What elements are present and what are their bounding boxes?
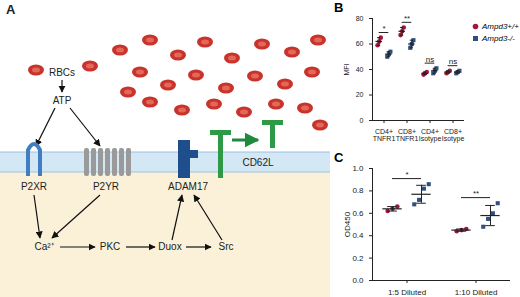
svg-text:*: *: [382, 24, 385, 33]
svg-text:CD8+Isotype: CD8+Isotype: [442, 128, 465, 143]
svg-text:0.0: 0.0: [352, 276, 364, 285]
svg-text:P2XR: P2XR: [21, 181, 47, 192]
svg-text:MFI: MFI: [343, 63, 350, 75]
svg-text:*: *: [405, 170, 408, 179]
svg-text:60: 60: [356, 40, 364, 47]
svg-text:Duox: Duox: [158, 241, 181, 252]
svg-text:40: 40: [356, 66, 364, 73]
svg-text:CD62L: CD62L: [242, 157, 274, 168]
svg-text:ATP: ATP: [53, 95, 72, 106]
svg-text:0.8: 0.8: [352, 186, 364, 195]
svg-text:OD450: OD450: [343, 211, 352, 237]
svg-text:CD4+TNFR1: CD4+TNFR1: [373, 128, 396, 142]
svg-text:20: 20: [356, 91, 364, 98]
svg-text:ns: ns: [449, 57, 457, 66]
html-text:Ampd3+/+: Ampd3+/+: [482, 22, 519, 31]
svg-text:0.6: 0.6: [352, 209, 364, 218]
svg-text:**: **: [473, 189, 479, 198]
svg-text:0.4: 0.4: [352, 231, 364, 240]
html-text:Ampd3-/-: Ampd3-/-: [482, 34, 515, 43]
svg-text:Src: Src: [219, 241, 234, 252]
svg-text:P2YR: P2YR: [93, 181, 119, 192]
svg-text:A: A: [6, 2, 16, 17]
svg-text:0.2: 0.2: [352, 254, 364, 263]
svg-text:1:5 Diluted: 1:5 Diluted: [388, 288, 426, 296]
svg-text:1:10 Diluted: 1:10 Diluted: [455, 288, 498, 296]
svg-text:**: **: [404, 14, 410, 23]
svg-text:ns: ns: [426, 55, 434, 64]
html-text:B: B: [334, 0, 344, 15]
html-text:C: C: [334, 150, 344, 165]
svg-text:RBCs: RBCs: [49, 67, 75, 78]
svg-text:CD4+Isotype: CD4+Isotype: [419, 128, 442, 143]
svg-text:ADAM17: ADAM17: [168, 181, 208, 192]
svg-text:1.0: 1.0: [352, 164, 364, 173]
svg-text:Ca²⁺: Ca²⁺: [34, 241, 54, 252]
svg-text:80: 80: [356, 15, 364, 22]
svg-text:CD8+TNFR1: CD8+TNFR1: [396, 128, 419, 142]
svg-text:PKC: PKC: [100, 241, 121, 252]
svg-text:0: 0: [360, 117, 364, 124]
